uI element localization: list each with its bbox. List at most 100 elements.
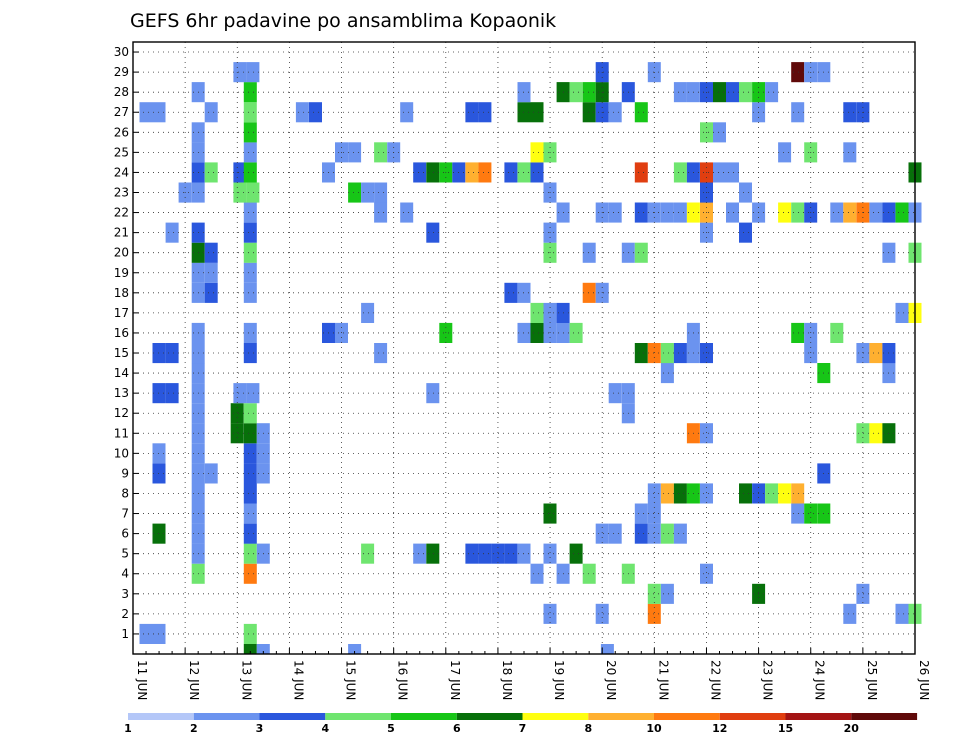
heatmap-cell-248 bbox=[791, 102, 805, 123]
heatmap-cell-209 bbox=[530, 162, 544, 183]
heatmap-cell-56 bbox=[647, 483, 661, 504]
y-tick-label: 18 bbox=[114, 286, 129, 300]
heatmap-cell-69 bbox=[243, 463, 257, 484]
heatmap-cell-10 bbox=[843, 603, 857, 624]
heatmap-cell-2 bbox=[243, 623, 257, 644]
legend-swatch bbox=[654, 713, 720, 720]
y-tick-label: 30 bbox=[114, 45, 129, 59]
legend-label: 4 bbox=[321, 722, 329, 735]
legend-swatch bbox=[785, 713, 852, 720]
heatmap-cell-93 bbox=[246, 383, 260, 404]
heatmap-cell-29 bbox=[426, 543, 440, 564]
heatmap-cell-7 bbox=[543, 603, 557, 624]
heatmap-cell-43 bbox=[647, 523, 661, 544]
color-legend: 1 2 3 4 5 6 7 8 10 12 15 20 bbox=[124, 713, 918, 735]
heatmap-cell-102 bbox=[165, 343, 179, 364]
heatmap-cell-35 bbox=[543, 543, 557, 564]
heatmap-cell-263 bbox=[726, 82, 739, 103]
y-tick-label: 24 bbox=[114, 165, 129, 179]
heatmap-cell-78 bbox=[243, 423, 257, 444]
heatmap-cell-162 bbox=[243, 202, 257, 223]
x-tick-label: 26 JUN bbox=[917, 660, 931, 700]
heatmap-cell-221 bbox=[374, 142, 388, 163]
legend-label: 20 bbox=[844, 722, 860, 735]
heatmap-cell-158 bbox=[426, 222, 440, 243]
heatmap-cell-63 bbox=[765, 483, 779, 504]
y-tick-label: 19 bbox=[114, 266, 129, 280]
legend-swatch bbox=[719, 713, 786, 720]
heatmap-cell-170 bbox=[660, 202, 674, 223]
heatmap-cell-174 bbox=[726, 202, 739, 223]
heatmap-cell-199 bbox=[243, 162, 257, 183]
y-tick-label: 21 bbox=[114, 226, 129, 240]
heatmap-cell-180 bbox=[843, 202, 857, 223]
heatmap-cell-220 bbox=[348, 142, 362, 163]
heatmap-cell-106 bbox=[634, 343, 648, 364]
y-tick-label: 16 bbox=[114, 326, 129, 340]
heatmap-cell-262 bbox=[713, 82, 726, 103]
heatmap-cell-207 bbox=[504, 162, 518, 183]
heatmap-cell-238 bbox=[400, 102, 414, 123]
heatmap-cell-23 bbox=[700, 563, 713, 584]
heatmap-cell-184 bbox=[895, 202, 909, 223]
heatmap-cell-259 bbox=[673, 82, 687, 103]
heatmap-cell-30 bbox=[465, 543, 479, 564]
heatmap-cell-179 bbox=[830, 202, 844, 223]
heatmap-cell-31 bbox=[478, 543, 492, 564]
heatmap-cell-237 bbox=[309, 102, 322, 123]
heatmap-cell-138 bbox=[243, 282, 257, 303]
legend-label: 10 bbox=[646, 722, 662, 735]
heatmap-cell-90 bbox=[165, 383, 179, 404]
heatmap-cell-16 bbox=[856, 583, 870, 604]
heatmap-cell-205 bbox=[465, 162, 479, 183]
legend-label: 7 bbox=[519, 722, 527, 735]
heatmap-cell-28 bbox=[413, 543, 427, 564]
legend-swatch bbox=[588, 713, 655, 720]
heatmap-cell-168 bbox=[634, 202, 648, 223]
heatmap-cell-108 bbox=[660, 343, 674, 364]
legend-label: 5 bbox=[387, 722, 395, 735]
legend-label: 8 bbox=[584, 722, 592, 735]
heatmap-cell-214 bbox=[713, 162, 726, 183]
heatmap-cell-211 bbox=[673, 162, 687, 183]
heatmap-cell-266 bbox=[765, 82, 779, 103]
heatmap-cells bbox=[139, 62, 922, 654]
x-tick-label: 25 JUN bbox=[865, 660, 879, 700]
heatmap-cell-19 bbox=[530, 563, 544, 584]
heatmap-cell-81 bbox=[700, 423, 713, 444]
heatmap-cell-189 bbox=[246, 182, 260, 203]
heatmap-cell-8 bbox=[595, 603, 609, 624]
heatmap-cell-47 bbox=[243, 503, 257, 524]
heatmap-cell-134 bbox=[895, 302, 909, 323]
heatmap-cell-161 bbox=[739, 222, 752, 243]
heatmap-cell-13 bbox=[647, 583, 661, 604]
heatmap-cell-3 bbox=[243, 644, 257, 654]
heatmap-cell-152 bbox=[634, 242, 648, 263]
heatmap-cell-0 bbox=[139, 623, 153, 644]
heatmap-cell-18 bbox=[243, 563, 257, 584]
y-axis: 1234567891011121314151617181920212223242… bbox=[114, 45, 139, 641]
heatmap-cell-155 bbox=[165, 222, 179, 243]
heatmap-cell-9 bbox=[647, 603, 661, 624]
heatmap-cell-271 bbox=[791, 62, 805, 83]
heatmap-cell-111 bbox=[700, 343, 713, 364]
heatmap-cell-267 bbox=[233, 62, 247, 83]
heatmap-cell-147 bbox=[204, 242, 218, 263]
heatmap-cell-191 bbox=[361, 182, 375, 203]
heatmap-cell-249 bbox=[843, 102, 857, 123]
y-tick-label: 14 bbox=[114, 366, 129, 380]
heatmap-cell-40 bbox=[595, 523, 609, 544]
x-tick-label: 15 JUN bbox=[344, 660, 358, 700]
heatmap-cell-122 bbox=[530, 322, 544, 343]
legend-label: 1 bbox=[124, 722, 132, 735]
heatmap-cell-42 bbox=[634, 523, 648, 544]
x-tick-label: 17 JUN bbox=[448, 660, 462, 700]
heatmap-cell-44 bbox=[660, 523, 674, 544]
x-tick-label: 23 JUN bbox=[761, 660, 775, 700]
x-tick-label: 21 JUN bbox=[656, 660, 670, 700]
legend-swatch bbox=[522, 713, 589, 720]
legend-swatch bbox=[325, 713, 392, 720]
heatmap-cell-92 bbox=[233, 383, 247, 404]
heatmap-cell-105 bbox=[374, 343, 388, 364]
x-tick-label: 19 JUN bbox=[552, 660, 566, 700]
